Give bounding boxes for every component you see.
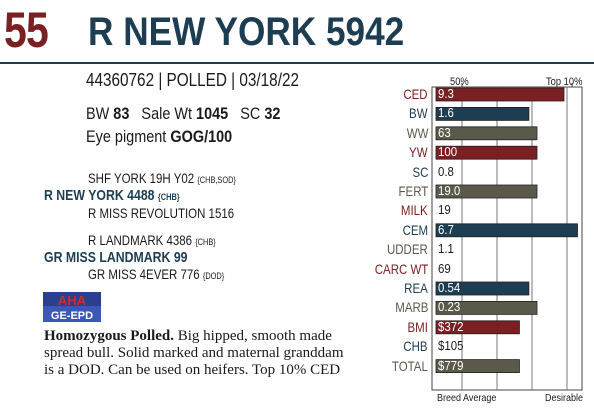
epd-value: $779 [438, 357, 464, 373]
epd-value: 19 [438, 202, 451, 218]
eye-label: Eye pigment [86, 127, 167, 146]
logo-band [43, 306, 101, 322]
chart-frame [431, 83, 583, 391]
logo-line2: GE-EPD [51, 310, 93, 322]
pedigree-line: R MISS REVOLUTION 1516 [88, 205, 234, 221]
epd-label: MARB [394, 299, 428, 316]
epd-value: 63 [438, 124, 451, 140]
pedigree-line: R NEW YORK 4488 {CHB} [44, 187, 180, 204]
chart-border [431, 86, 583, 391]
epd-value: 0.8 [438, 163, 454, 179]
bw-value: 83 [113, 104, 130, 123]
epd-value: 0.54 [438, 280, 461, 295]
sale-wt-value: 1045 [196, 104, 229, 123]
pedigree-tag: {CHB} [195, 237, 216, 247]
description-lead: Homozygous Polled. [44, 328, 174, 344]
eye-value: GOG/100 [170, 127, 233, 146]
pedigree-name: R MISS REVOLUTION 1516 [88, 205, 235, 221]
animal-name: R NEW YORK 5942 [88, 10, 405, 54]
epd-bar [435, 184, 538, 199]
epd-label: WW [406, 124, 428, 141]
logo-line1: AHA [58, 293, 87, 308]
epd-value: 1.1 [438, 241, 454, 257]
epd-value: 0.23 [438, 299, 461, 315]
epd-value: 6.7 [438, 221, 454, 237]
epd-value: $372 [438, 318, 464, 334]
epd-bar [435, 87, 565, 102]
epd-bar [435, 145, 538, 160]
pedigree-line: SHF YORK 19H Y02 {CHB,SOD} [88, 170, 236, 186]
epd-value: 69 [438, 260, 451, 276]
pedigree-name: SHF YORK 19H Y02 [88, 170, 195, 186]
pedigree-tag: {CHB,SOD} [197, 175, 236, 185]
epd-value: 100 [438, 144, 458, 160]
pedigree-name: GR MISS LANDMARK 99 [44, 249, 188, 266]
epd-value: 19.0 [438, 183, 461, 198]
sc-value: 32 [264, 104, 281, 123]
epd-value: 1.6 [438, 105, 454, 121]
description: Homozygous Polled. Big hipped, smooth ma… [44, 328, 354, 379]
epd-bar [435, 281, 530, 296]
epd-label: CED [403, 86, 428, 102]
epd-label: FERT [398, 183, 428, 199]
description-body: Big hipped, smooth made spread bull. Sol… [44, 328, 344, 378]
pedigree-line: GR MISS 4EVER 776 {DOD} [88, 266, 224, 282]
pedigree-tag: {CHB} [157, 192, 180, 202]
bw-label: BW [86, 104, 110, 123]
epd-bar [435, 300, 538, 315]
chart-header-top10: Top 10% [546, 76, 583, 88]
registration-line: 44360762 | POLLED | 03/18/22 [86, 70, 299, 90]
pedigree-name: R NEW YORK 4488 [44, 187, 155, 204]
epd-bar [435, 106, 530, 121]
epd-label: BW [409, 105, 428, 122]
epd-label: CEM [402, 221, 428, 238]
epd-value: $105 [438, 338, 464, 354]
performance-stats: BW 83 Sale Wt 1045 SC 32 [86, 104, 280, 124]
pedigree-tag: {DOD} [202, 271, 225, 281]
chart-header-50: 50% [450, 76, 469, 88]
epd-label: TOTAL [392, 357, 428, 374]
epd-chart: 50% Top 10% CED 9.3 BW 1.6 WW 63 YW 100 SC 0.8 FER… [368, 76, 594, 415]
pedigree-name: GR MISS 4EVER 776 [88, 266, 200, 282]
eye-pigment: Eye pigment GOG/100 [86, 127, 232, 147]
epd-bar [435, 126, 538, 141]
epd-label: REA [404, 280, 428, 296]
epd-label: CHB [403, 338, 428, 355]
epd-bar [435, 320, 520, 335]
epd-label: UDDER [387, 241, 428, 258]
epd-bar [435, 359, 520, 374]
pedigree-line: R LANDMARK 4386 {CHB} [88, 232, 216, 248]
pedigree-line: GR MISS LANDMARK 99 [44, 249, 188, 266]
sale-wt-label: Sale Wt [141, 104, 193, 123]
header-divider [0, 62, 594, 64]
chart-footer-desirable: Desirable [545, 393, 584, 404]
chart-footer-breed-average: Breed Average [437, 393, 497, 404]
epd-label: YW [409, 144, 428, 161]
sc-label: SC [240, 104, 261, 123]
epd-bar [435, 223, 578, 238]
epd-value: 9.3 [438, 86, 454, 101]
epd-label: MILK [401, 202, 428, 219]
epd-label: CARC WT [374, 260, 428, 277]
pedigree-name: R LANDMARK 4386 [88, 232, 192, 248]
lot-number: 55 [4, 2, 49, 58]
aha-ge-epd-logo: AHA GE-EPD [43, 292, 101, 322]
epd-label: BMI [407, 318, 428, 335]
epd-label: SC [412, 163, 428, 180]
